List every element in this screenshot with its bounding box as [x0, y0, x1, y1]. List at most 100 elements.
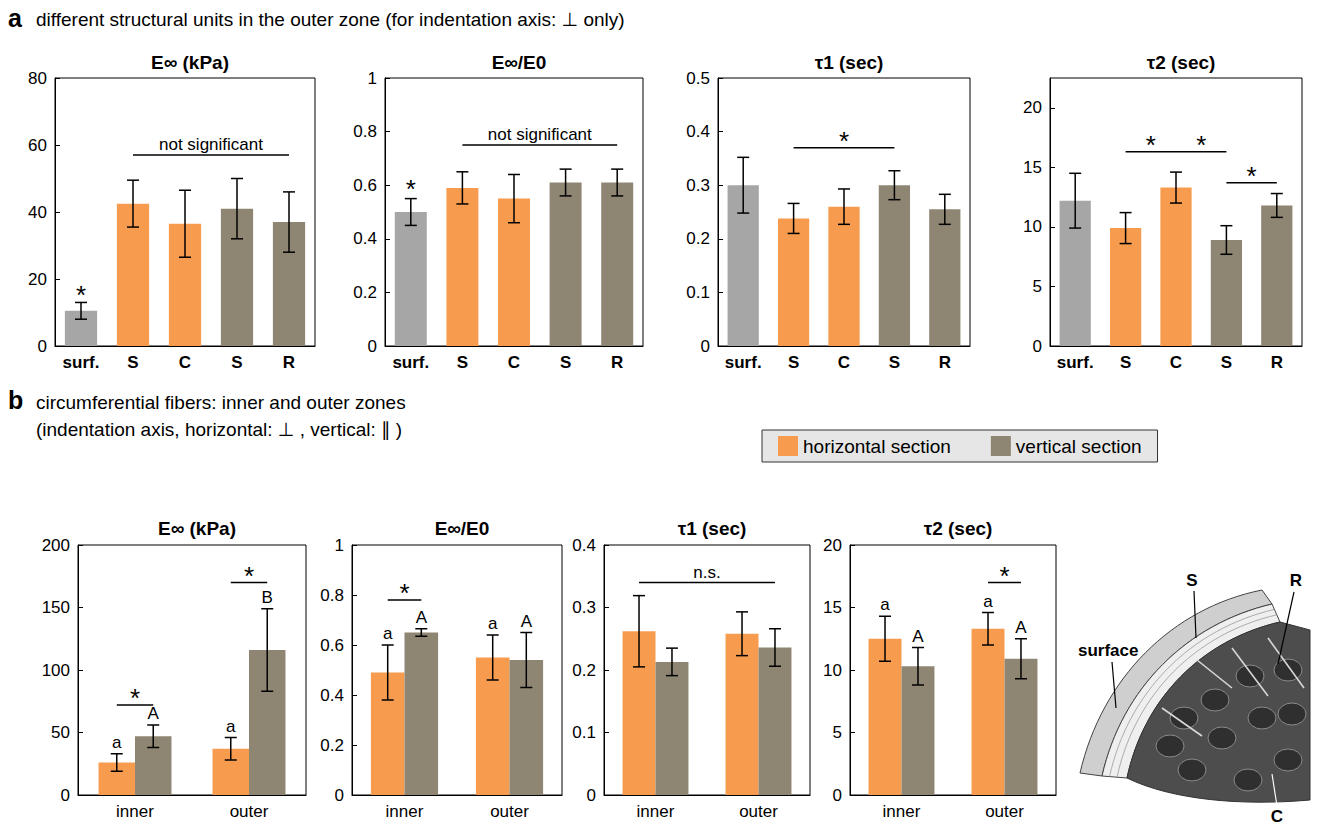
svg-text:A: A: [521, 612, 533, 631]
svg-text:20: 20: [1023, 98, 1042, 117]
svg-text:S: S: [560, 353, 571, 372]
svg-text:S: S: [1186, 571, 1197, 590]
svg-text:0: 0: [701, 337, 710, 356]
svg-text:0.6: 0.6: [353, 176, 377, 195]
svg-text:1: 1: [368, 69, 377, 88]
svg-text:S: S: [127, 353, 138, 372]
svg-text:C: C: [179, 353, 191, 372]
svg-text:50: 50: [51, 723, 70, 742]
svg-text:10: 10: [1023, 217, 1042, 236]
svg-text:a: a: [880, 595, 890, 614]
svg-text:a: a: [383, 624, 393, 643]
svg-text:not significant: not significant: [159, 135, 263, 154]
svg-text:0: 0: [368, 337, 377, 356]
svg-text:horizontal section: horizontal section: [803, 436, 951, 457]
svg-text:0: 0: [833, 786, 842, 805]
svg-text:*: *: [1146, 130, 1156, 160]
svg-text:C: C: [838, 353, 850, 372]
svg-text:inner: inner: [883, 802, 921, 821]
svg-text:S: S: [788, 353, 799, 372]
svg-text:a: a: [488, 614, 498, 633]
svg-text:0.4: 0.4: [353, 229, 377, 248]
svg-text:60: 60: [28, 136, 47, 155]
svg-text:200: 200: [42, 536, 70, 555]
svg-text:outer: outer: [490, 802, 529, 821]
svg-text:15: 15: [823, 598, 842, 617]
svg-text:surf.: surf.: [63, 353, 100, 372]
svg-text:0: 0: [587, 786, 596, 805]
svg-text:R: R: [1271, 353, 1283, 372]
svg-text:0.3: 0.3: [686, 176, 710, 195]
svg-text:15: 15: [1023, 158, 1042, 177]
svg-text:τ1 (sec): τ1 (sec): [678, 518, 747, 539]
svg-text:R: R: [611, 353, 623, 372]
svg-text:0: 0: [61, 786, 70, 805]
svg-text:1: 1: [335, 536, 344, 555]
svg-text:a: a: [983, 592, 993, 611]
svg-text:0: 0: [38, 337, 47, 356]
svg-text:C: C: [508, 353, 520, 372]
svg-text:E∞/E0: E∞/E0: [492, 52, 547, 73]
svg-text:S: S: [1221, 353, 1232, 372]
svg-text:*: *: [130, 683, 140, 713]
svg-text:0.3: 0.3: [572, 598, 596, 617]
svg-text:surface: surface: [1078, 641, 1138, 660]
svg-text:0.2: 0.2: [572, 661, 596, 680]
svg-text:not significant: not significant: [488, 125, 592, 144]
svg-text:*: *: [1196, 130, 1206, 160]
svg-text:0.6: 0.6: [320, 636, 344, 655]
svg-text:*: *: [999, 561, 1009, 591]
svg-text:inner: inner: [637, 802, 675, 821]
svg-text:surf.: surf.: [725, 353, 762, 372]
svg-text:100: 100: [42, 661, 70, 680]
svg-text:surf.: surf.: [1057, 353, 1094, 372]
svg-text:C: C: [1271, 807, 1283, 826]
svg-text:S: S: [231, 353, 242, 372]
svg-text:20: 20: [28, 270, 47, 289]
svg-text:outer: outer: [985, 802, 1024, 821]
svg-text:C: C: [1170, 353, 1182, 372]
svg-text:B: B: [262, 588, 273, 607]
svg-text:a: a: [112, 733, 122, 752]
svg-text:A: A: [416, 608, 428, 627]
svg-text:*: *: [839, 126, 849, 156]
svg-text:0.2: 0.2: [686, 229, 710, 248]
svg-text:*: *: [406, 174, 416, 204]
svg-text:5: 5: [833, 723, 842, 742]
svg-text:τ1 (sec): τ1 (sec): [815, 52, 884, 73]
svg-text:surf.: surf.: [392, 353, 429, 372]
svg-text:0.8: 0.8: [320, 586, 344, 605]
svg-text:a: a: [226, 717, 236, 736]
svg-text:0.2: 0.2: [320, 736, 344, 755]
svg-text:0.1: 0.1: [686, 283, 710, 302]
svg-text:S: S: [457, 353, 468, 372]
svg-text:20: 20: [823, 536, 842, 555]
svg-text:0.4: 0.4: [572, 536, 596, 555]
svg-text:outer: outer: [230, 802, 269, 821]
svg-text:80: 80: [28, 69, 47, 88]
svg-text:0.4: 0.4: [320, 686, 344, 705]
svg-text:E∞ (kPa): E∞ (kPa): [151, 52, 229, 73]
svg-text:*: *: [1247, 161, 1257, 191]
svg-text:10: 10: [823, 661, 842, 680]
svg-text:E∞/E0: E∞/E0: [435, 518, 490, 539]
svg-text:E∞ (kPa): E∞ (kPa): [158, 518, 236, 539]
svg-text:R: R: [939, 353, 951, 372]
svg-text:S: S: [889, 353, 900, 372]
svg-text:A: A: [1015, 618, 1027, 637]
svg-text:0: 0: [1033, 337, 1042, 356]
svg-text:0: 0: [335, 786, 344, 805]
svg-text:inner: inner: [116, 802, 154, 821]
svg-text:R: R: [1290, 571, 1302, 590]
svg-text:*: *: [399, 578, 409, 608]
svg-text:40: 40: [28, 203, 47, 222]
svg-text:0.8: 0.8: [353, 122, 377, 141]
svg-text:vertical section: vertical section: [1016, 436, 1142, 457]
svg-text:inner: inner: [386, 802, 424, 821]
svg-text:0.5: 0.5: [686, 69, 710, 88]
svg-text:0.2: 0.2: [353, 283, 377, 302]
svg-text:R: R: [283, 353, 295, 372]
svg-text:τ2 (sec): τ2 (sec): [924, 518, 993, 539]
svg-text:n.s.: n.s.: [693, 563, 720, 582]
svg-text:τ2 (sec): τ2 (sec): [1147, 52, 1216, 73]
